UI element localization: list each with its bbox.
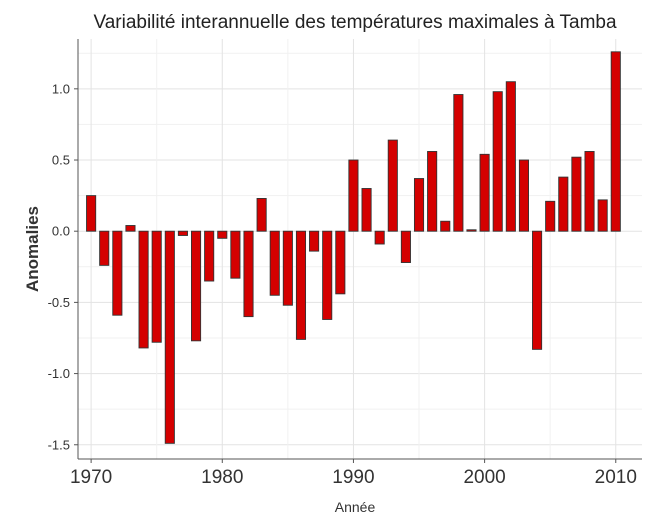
bar-1988 bbox=[322, 230, 333, 320]
bar-2001 bbox=[492, 91, 503, 232]
y-tick-label: -1.0 bbox=[48, 366, 70, 381]
bar-1990 bbox=[348, 159, 359, 232]
bar-2006 bbox=[558, 176, 569, 232]
bar-1974 bbox=[138, 230, 149, 349]
bar-1991 bbox=[361, 188, 372, 232]
bar-1996 bbox=[427, 151, 438, 232]
bars bbox=[86, 51, 621, 444]
y-tick-label: -0.5 bbox=[48, 295, 70, 310]
bar-1992 bbox=[374, 230, 385, 245]
bar-1982 bbox=[243, 230, 254, 318]
plot-area bbox=[78, 39, 642, 459]
bar-1985 bbox=[282, 230, 293, 306]
bar-2007 bbox=[571, 156, 582, 232]
y-tick-label: 0.0 bbox=[52, 224, 70, 239]
y-tick-label: -1.5 bbox=[48, 437, 70, 452]
bar-1980 bbox=[217, 230, 228, 239]
x-tick-label: 1980 bbox=[201, 467, 243, 488]
bar-2009 bbox=[597, 199, 608, 232]
bar-1989 bbox=[335, 230, 346, 295]
bar-1971 bbox=[99, 230, 110, 266]
bar-1999 bbox=[466, 229, 477, 232]
bar-1997 bbox=[440, 220, 451, 232]
axes: -1.5 -1.0 -0.5 0.0 0.5 1.0 1970 1980 1990 2000 201… bbox=[48, 39, 642, 488]
bar-1970 bbox=[86, 195, 97, 232]
bar-1979 bbox=[204, 230, 215, 282]
bar-1986 bbox=[295, 230, 307, 340]
chart-title: Variabilité interannuelle des températur… bbox=[93, 12, 617, 33]
bar-1976 bbox=[164, 230, 175, 444]
bar-2000 bbox=[479, 153, 490, 232]
y-axis-label: Anomalies bbox=[23, 206, 42, 292]
bar-2008 bbox=[584, 151, 595, 232]
y-tick-label: 1.0 bbox=[52, 81, 70, 96]
bar-1995 bbox=[413, 178, 425, 232]
bar-1975 bbox=[151, 230, 162, 343]
bar-1973 bbox=[125, 225, 136, 232]
bar-1984 bbox=[269, 230, 280, 296]
bar-1981 bbox=[230, 230, 241, 279]
bar-1998 bbox=[453, 94, 464, 232]
y-tick-label: 0.5 bbox=[52, 153, 70, 168]
bar-2004 bbox=[532, 230, 543, 350]
bar-1987 bbox=[309, 230, 320, 252]
bar-1994 bbox=[400, 230, 411, 263]
x-tick-label: 2000 bbox=[463, 467, 505, 488]
bar-2005 bbox=[545, 200, 556, 232]
bar-1972 bbox=[112, 230, 123, 316]
bar-2010 bbox=[610, 51, 621, 232]
bar-2003 bbox=[518, 159, 529, 232]
x-tick-label: 1990 bbox=[332, 467, 374, 488]
bar-1983 bbox=[256, 198, 267, 232]
bar-2002 bbox=[505, 81, 516, 232]
bar-1978 bbox=[191, 230, 202, 342]
x-axis-label: Année bbox=[335, 499, 376, 515]
bar-1993 bbox=[387, 139, 398, 232]
x-tick-label: 1970 bbox=[70, 467, 112, 488]
x-tick-label: 2010 bbox=[595, 467, 637, 488]
bar-1977 bbox=[177, 230, 188, 236]
